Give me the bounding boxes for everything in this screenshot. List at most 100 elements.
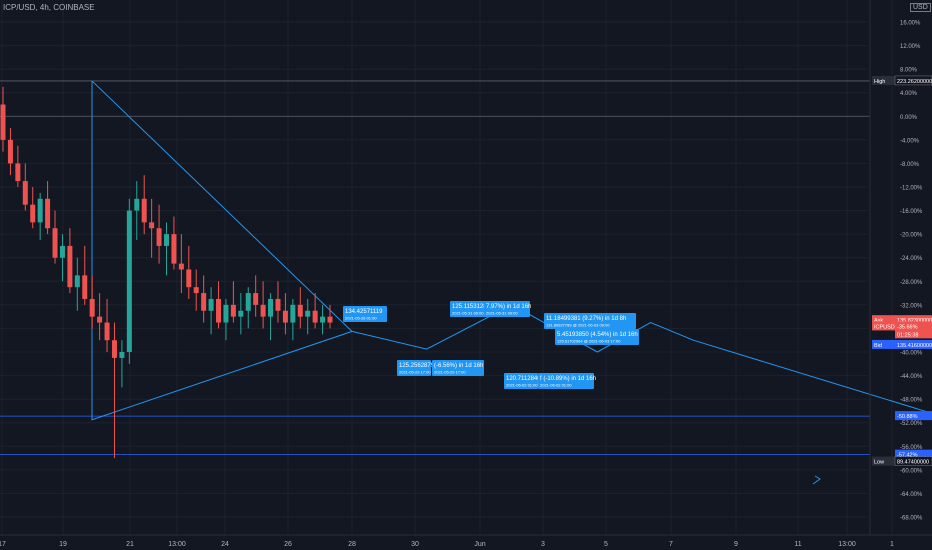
x-tick-label: 5 xyxy=(604,541,608,548)
callout-box xyxy=(538,373,594,389)
candle-body xyxy=(164,234,169,246)
candle-body xyxy=(260,304,266,317)
candle-body xyxy=(22,181,28,205)
candle-body xyxy=(97,316,103,323)
horizontal-grid xyxy=(0,21,868,518)
y-tick-label: 16.00% xyxy=(900,21,921,27)
callout-date: 2021-06-02 01:00 xyxy=(540,383,572,388)
price-tag-value-bg xyxy=(895,339,932,349)
price-tag-label-bg xyxy=(872,456,896,466)
price-tag: 01:25:38 xyxy=(895,329,932,339)
callout-date: 125.61702964 @ 2021-06-03 17:00 xyxy=(557,339,621,344)
y-tick-label: -52.00% xyxy=(900,421,923,427)
price-tag-value: 223.26200000 xyxy=(897,79,932,85)
callout-box xyxy=(343,306,387,322)
price-tag-label: Ask xyxy=(874,318,883,324)
candle-body xyxy=(297,304,303,317)
x-tick-label: 13:00 xyxy=(838,541,856,548)
callout-box xyxy=(555,329,639,345)
callout-box xyxy=(544,313,636,329)
price-tag-value-bg xyxy=(895,315,932,325)
candle-body xyxy=(230,304,236,317)
price-tag-value: -50.88% xyxy=(897,414,918,420)
projection-line[interactable] xyxy=(351,304,932,488)
candle-body xyxy=(149,222,155,229)
callout-box xyxy=(504,373,538,389)
candle-body xyxy=(52,228,58,258)
callout-value: f (-10.89%) in 1d 16h xyxy=(540,376,596,382)
callout-value: 134.42571119 xyxy=(345,309,383,315)
callout-box xyxy=(432,360,484,376)
x-tick-label: 28 xyxy=(348,541,356,548)
candle-body xyxy=(89,298,95,317)
candle-body xyxy=(119,352,125,358)
x-tick-label: 26 xyxy=(284,541,292,548)
candle-body xyxy=(290,304,296,323)
horizontal-levels xyxy=(0,80,870,456)
callout-value: 7.97%) in 1d 16h xyxy=(486,304,531,310)
candle-body xyxy=(0,104,6,140)
candle-body xyxy=(320,316,326,323)
y-tick-label: -60.00% xyxy=(900,468,923,474)
y-tick-label: -28.00% xyxy=(900,280,923,286)
y-tick-label: -44.00% xyxy=(900,374,923,380)
x-tick-label: 11 xyxy=(794,541,801,548)
triangle-outline[interactable] xyxy=(91,80,353,421)
callout-box xyxy=(397,360,431,376)
candle-body xyxy=(223,304,229,323)
price-tag-value-bg xyxy=(895,321,932,331)
candle-body xyxy=(171,234,177,264)
candle-body xyxy=(186,269,192,288)
candle-body xyxy=(104,322,110,341)
triangle-drawing[interactable] xyxy=(91,80,353,421)
price-tag: ICPUSD -35.66% xyxy=(872,321,932,331)
y-tick-label: -8.00% xyxy=(900,162,920,168)
y-tick-label: -12.00% xyxy=(900,186,923,192)
arrow-head xyxy=(812,475,821,485)
y-tick-label: -4.00% xyxy=(900,138,920,144)
currency-badge[interactable]: USD xyxy=(910,3,931,12)
price-tag-value: 89.47400000 xyxy=(897,460,929,466)
candle-body xyxy=(268,298,274,317)
price-tag-label-bg xyxy=(872,75,896,85)
candle-body xyxy=(193,287,199,294)
candle-body xyxy=(253,293,259,305)
price-tag: -50.88% xyxy=(895,411,932,421)
price-tag-value: 135.41600000 xyxy=(897,343,932,349)
measure-callout[interactable]: 5.45193850 (4.54%) in 1d 16h125.61702964… xyxy=(555,329,639,345)
x-tick-label: 13:00 xyxy=(168,541,186,548)
measure-callout[interactable]: 11.18499381 (9.27%) in 1d 8h131.89627789… xyxy=(544,313,636,329)
x-tick-label: 19 xyxy=(59,541,67,548)
callout-value: 125.25628798 xyxy=(399,363,438,369)
x-tick-label: 7 xyxy=(669,541,673,548)
candle-body xyxy=(7,139,13,164)
time-axis[interactable]: 17 19 21 13:00 24 26 28 30 Jun 3 5 7 9 11 13:00 1 xyxy=(0,534,932,548)
y-tick-label: -56.00% xyxy=(900,445,923,451)
y-tick-label: -68.00% xyxy=(900,516,923,522)
callout-value: 11.18499381 (9.27%) in 1d 8h xyxy=(546,316,626,322)
callout-value: (-6.56%) in 1d 16h xyxy=(434,363,483,369)
price-tag-label-bg xyxy=(872,339,896,349)
y-tick-label: 4.00% xyxy=(900,91,918,97)
callout-value: 5.45193850 (4.54%) in 1d 16h xyxy=(557,332,638,338)
candle-body xyxy=(111,340,117,358)
candle-body xyxy=(156,228,162,246)
y-tick-label: -48.00% xyxy=(900,398,923,404)
candle-body xyxy=(178,263,184,270)
price-tag-value: 01:25:38 xyxy=(897,332,918,338)
price-tag-label-bg xyxy=(872,315,896,325)
candle-body xyxy=(245,293,251,311)
projection-path[interactable] xyxy=(351,304,932,488)
candle-body xyxy=(305,310,311,317)
price-tag-value-bg xyxy=(895,411,932,421)
